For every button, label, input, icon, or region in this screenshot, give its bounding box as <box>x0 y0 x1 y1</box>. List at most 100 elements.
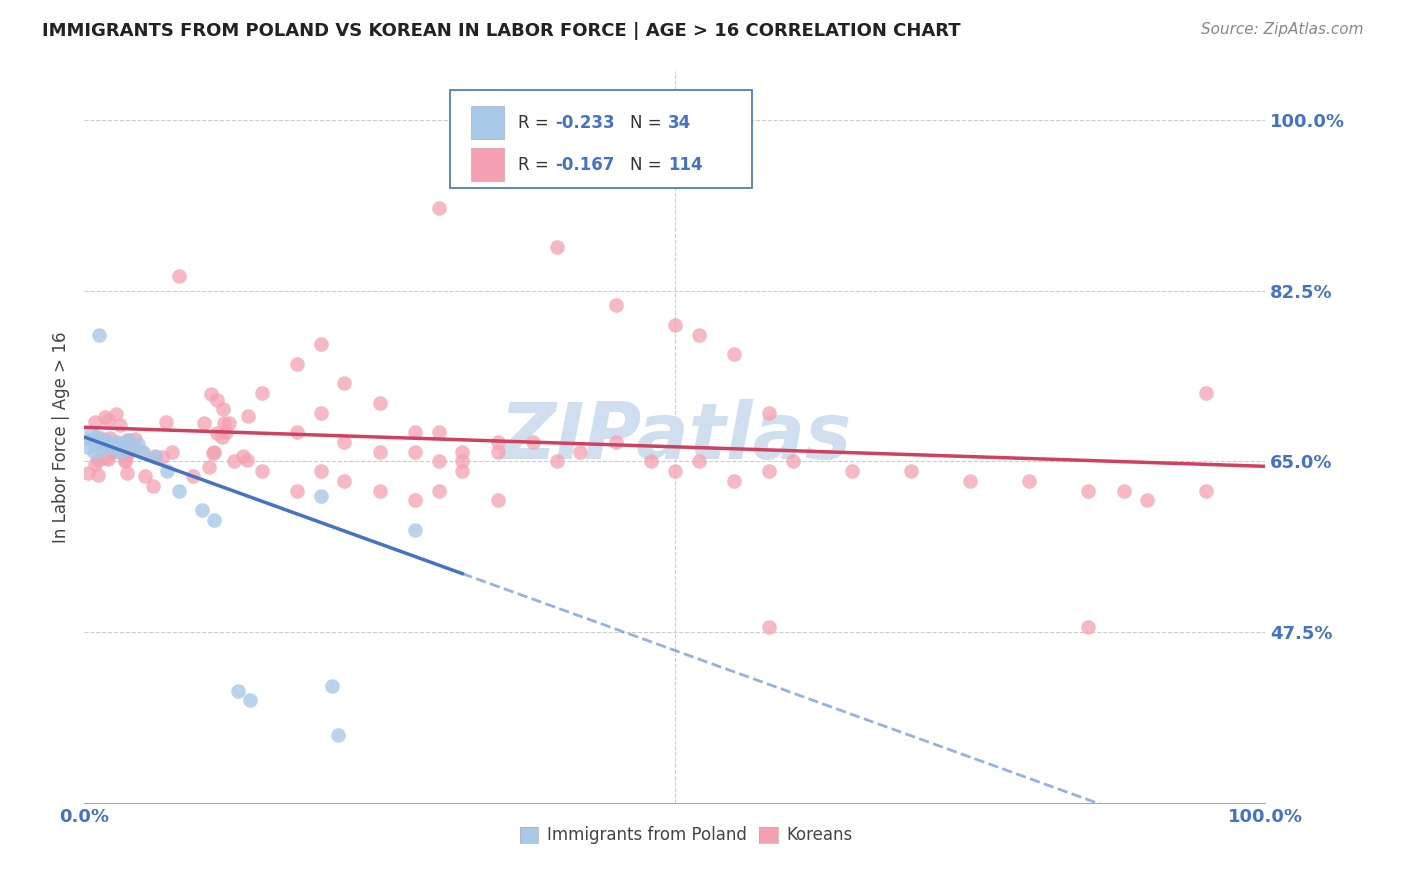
Text: IMMIGRANTS FROM POLAND VS KOREAN IN LABOR FORCE | AGE > 16 CORRELATION CHART: IMMIGRANTS FROM POLAND VS KOREAN IN LABO… <box>42 22 960 40</box>
Text: 114: 114 <box>668 155 703 174</box>
FancyBboxPatch shape <box>450 90 752 188</box>
Point <box>1195 386 1218 401</box>
Point <box>486 493 509 508</box>
Point <box>236 409 259 424</box>
Point <box>117 440 139 454</box>
Point <box>569 444 592 458</box>
Point <box>114 452 136 467</box>
Point <box>87 453 110 467</box>
Point <box>107 434 129 449</box>
Point <box>959 474 981 488</box>
Point <box>97 440 120 454</box>
Point <box>98 437 121 451</box>
Point <box>115 466 138 480</box>
Point <box>103 440 125 454</box>
Point <box>110 417 132 432</box>
Point <box>664 464 686 478</box>
Point <box>522 434 544 449</box>
Point <box>150 450 173 465</box>
Text: Source: ZipAtlas.com: Source: ZipAtlas.com <box>1201 22 1364 37</box>
Point <box>101 445 124 459</box>
Point <box>202 513 225 527</box>
Point <box>368 396 391 410</box>
Text: -0.233: -0.233 <box>555 113 616 131</box>
Point <box>115 433 138 447</box>
Point <box>96 413 118 427</box>
Point <box>723 474 745 488</box>
Point <box>98 431 121 445</box>
Point <box>232 449 254 463</box>
Point <box>205 393 228 408</box>
Text: -0.167: -0.167 <box>555 155 614 174</box>
Point <box>222 454 245 468</box>
Point <box>427 201 450 215</box>
Point <box>841 464 863 478</box>
Point <box>80 425 103 440</box>
Point <box>1136 493 1159 508</box>
Point <box>723 347 745 361</box>
Text: R =: R = <box>517 155 554 174</box>
Point <box>77 440 100 454</box>
Point <box>1195 483 1218 498</box>
Point <box>486 444 509 458</box>
Point <box>309 464 332 478</box>
Point <box>105 444 128 458</box>
Point <box>79 433 101 447</box>
Point <box>250 464 273 478</box>
Point <box>285 483 308 498</box>
Point <box>758 406 780 420</box>
Point <box>212 416 235 430</box>
Point <box>93 436 115 450</box>
Point <box>167 269 190 284</box>
Point <box>91 437 114 451</box>
Point <box>94 433 117 447</box>
Point <box>1112 483 1135 498</box>
Point <box>486 434 509 449</box>
Point <box>333 376 356 391</box>
Point <box>688 327 710 342</box>
Point <box>160 445 183 459</box>
Point <box>200 386 222 401</box>
Text: ZIPatlas: ZIPatlas <box>499 399 851 475</box>
Point <box>239 693 262 707</box>
Point <box>758 620 780 634</box>
Point <box>427 483 450 498</box>
Point <box>111 438 134 452</box>
Point <box>91 434 114 449</box>
Point <box>114 434 136 449</box>
Point <box>142 479 165 493</box>
Point <box>167 483 190 498</box>
Point <box>1077 483 1099 498</box>
Point <box>427 454 450 468</box>
Point <box>131 445 153 459</box>
Point <box>132 444 155 458</box>
Point <box>758 464 780 478</box>
Point <box>156 464 179 478</box>
Point <box>250 386 273 401</box>
Point <box>451 454 474 468</box>
Text: Immigrants from Poland: Immigrants from Poland <box>547 826 747 844</box>
Point <box>211 430 233 444</box>
Point <box>83 444 105 458</box>
Point <box>108 444 131 458</box>
Point <box>215 425 238 440</box>
Point <box>546 454 568 468</box>
Point <box>155 415 177 429</box>
Point <box>605 298 627 312</box>
Point <box>117 445 139 459</box>
Point <box>84 415 107 429</box>
Point <box>664 318 686 332</box>
Text: R =: R = <box>517 113 554 131</box>
Point <box>118 433 141 447</box>
Point <box>404 493 426 508</box>
Point <box>111 437 134 451</box>
Point <box>404 444 426 458</box>
Point <box>309 489 332 503</box>
Point <box>84 437 107 451</box>
Point <box>309 406 332 420</box>
Point <box>309 337 332 351</box>
Text: N =: N = <box>630 155 666 174</box>
Point <box>328 727 350 741</box>
Point <box>1018 474 1040 488</box>
Point <box>782 454 804 468</box>
